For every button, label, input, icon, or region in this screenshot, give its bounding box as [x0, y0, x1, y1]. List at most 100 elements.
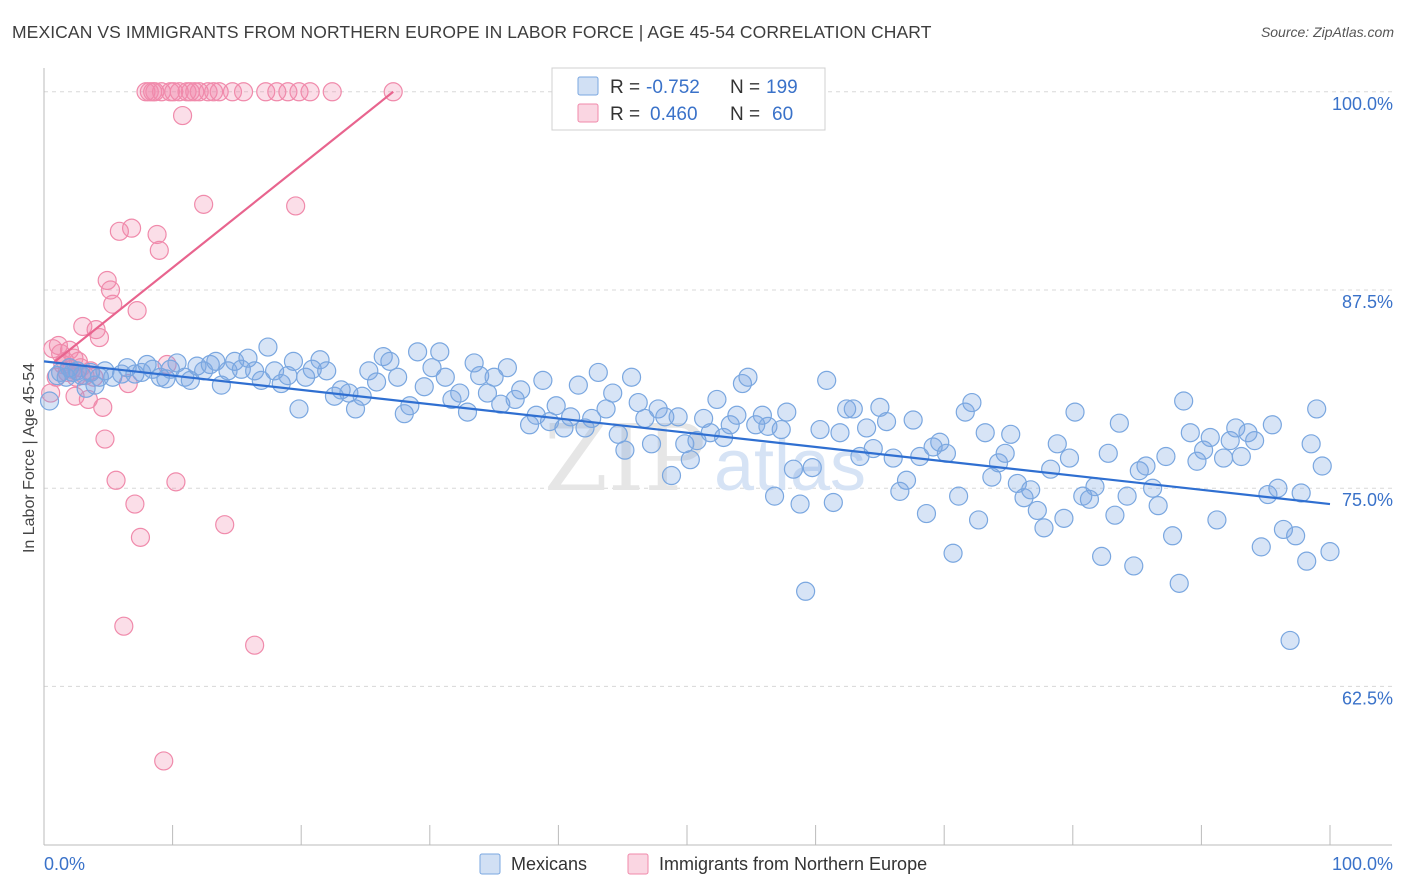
mexican-point-120 [817, 370, 837, 390]
mexican-point-191 [1273, 519, 1294, 540]
northern-europe-point-23 [95, 429, 115, 449]
northern-europe-point-67 [322, 82, 342, 102]
mexican-point-106 [727, 405, 747, 425]
mexican-point-186 [1245, 431, 1265, 451]
mexican-point-37 [258, 337, 278, 357]
northern-europe-point-51 [185, 82, 205, 102]
mexican-point-139 [943, 543, 963, 563]
mexican-point-93 [641, 434, 662, 454]
mexican-point-112 [764, 486, 785, 506]
mexican-point-119 [810, 419, 830, 440]
mexican-point-35 [245, 361, 265, 381]
watermark: ZIP atlas [544, 405, 866, 512]
mexican-point-89 [615, 440, 635, 460]
mexican-point-70 [484, 367, 504, 387]
mexican-point-164 [1105, 505, 1125, 525]
northern-europe-point-34 [130, 527, 151, 547]
chart-title: MEXICAN VS IMMIGRANTS FROM NORTHERN EURO… [12, 22, 932, 42]
stats-legend: R = -0.752 N = 199 R = 0.460 N = 60 [551, 67, 826, 131]
mexican-point-124 [843, 399, 863, 419]
mexican-point-83 [575, 418, 595, 438]
northern-europe-point-21 [89, 327, 110, 348]
legend-r-label-mexicans: R = [610, 77, 640, 98]
mexican-point-121 [823, 492, 843, 513]
mexican-point-12 [95, 361, 115, 381]
mexican-point-67 [464, 353, 484, 373]
northern-europe-point-60 [245, 635, 265, 655]
mexican-point-157 [1059, 448, 1080, 468]
mexican-point-108 [738, 367, 758, 387]
y-tick-label-1: 87.5% [1342, 292, 1393, 312]
mexican-point-122 [830, 423, 850, 443]
mexican-point-123 [837, 399, 857, 419]
mexican-point-152 [1027, 500, 1047, 521]
mexican-point-196 [1301, 434, 1321, 454]
northern-europe-point-63 [278, 82, 298, 102]
northern-europe-point-32 [125, 494, 145, 514]
mexican-point-103 [707, 389, 727, 410]
mexican-point-45 [310, 350, 330, 370]
mexican-point-148 [1001, 424, 1021, 444]
mexican-point-60 [414, 377, 434, 397]
northern-europe-point-65 [289, 82, 309, 102]
northern-europe-point-66 [300, 82, 320, 102]
mexican-point-143 [968, 510, 989, 530]
northern-europe-point-54 [198, 82, 218, 102]
mexican-point-59 [408, 342, 428, 362]
mexican-point-135 [916, 503, 937, 524]
mexican-point-183 [1226, 418, 1246, 438]
mexican-point-153 [1034, 518, 1054, 538]
mexican-point-42 [289, 399, 309, 419]
mexican-point-71 [491, 394, 511, 414]
northern-europe-point-58 [222, 82, 243, 102]
legend-swatch-mexicans [577, 76, 599, 96]
northern-europe-point-38 [145, 82, 165, 102]
grid-lines [44, 91, 1392, 687]
mexican-point-173 [1162, 526, 1183, 546]
mexican-point-46 [317, 361, 337, 381]
mexican-point-131 [890, 481, 910, 501]
mexican-point-180 [1207, 510, 1227, 530]
mexican-point-90 [621, 367, 642, 387]
bottom-legend-label-northern-europe: Immigrants from Northern Europe [659, 854, 927, 874]
northern-europe-point-61 [256, 82, 276, 102]
mexican-point-132 [896, 470, 917, 490]
mexican-point-113 [771, 419, 791, 440]
legend-r-value-mexicans: -0.752 [646, 77, 700, 98]
mexican-point-192 [1280, 630, 1300, 651]
northern-europe-point-62 [267, 82, 287, 102]
mexican-point-130 [883, 448, 903, 468]
mexican-point-66 [457, 402, 478, 422]
mexican-point-197 [1307, 399, 1327, 419]
mexican-point-97 [668, 407, 688, 427]
northern-europe-point-25 [100, 280, 121, 300]
northern-europe-point-48 [172, 105, 193, 126]
mexican-point-0 [39, 391, 60, 411]
mexican-point-189 [1262, 415, 1282, 435]
mexican-point-99 [680, 450, 700, 470]
northern-europe-point-45 [164, 82, 184, 102]
mexican-point-53 [366, 372, 387, 392]
mexican-point-109 [746, 415, 766, 435]
mexican-point-167 [1124, 556, 1144, 576]
mexican-point-110 [752, 405, 772, 425]
northern-europe-point-46 [166, 472, 186, 492]
mexican-point-163 [1098, 443, 1118, 463]
mexican-point-185 [1238, 423, 1258, 443]
bottom-legend: Mexicans Immigrants from Northern Europe [479, 853, 927, 875]
x-tick-label-1: 100.0% [1332, 854, 1393, 874]
mexican-point-74 [511, 380, 531, 400]
northern-europe-point-22 [93, 397, 113, 417]
mexican-point-62 [430, 342, 450, 362]
mexican-point-188 [1258, 484, 1278, 505]
points-mexicans [39, 337, 1340, 651]
northern-europe-point-39 [147, 224, 167, 245]
mexican-point-115 [783, 459, 804, 479]
trend-line-mexicans [43, 360, 1331, 506]
northern-europe-point-33 [127, 301, 147, 321]
mexican-point-72 [497, 358, 518, 378]
northern-europe-point-56 [209, 82, 229, 102]
y-tick-label-3: 62.5% [1342, 688, 1393, 708]
mexican-point-61 [422, 358, 442, 378]
mexican-point-43 [296, 367, 316, 387]
